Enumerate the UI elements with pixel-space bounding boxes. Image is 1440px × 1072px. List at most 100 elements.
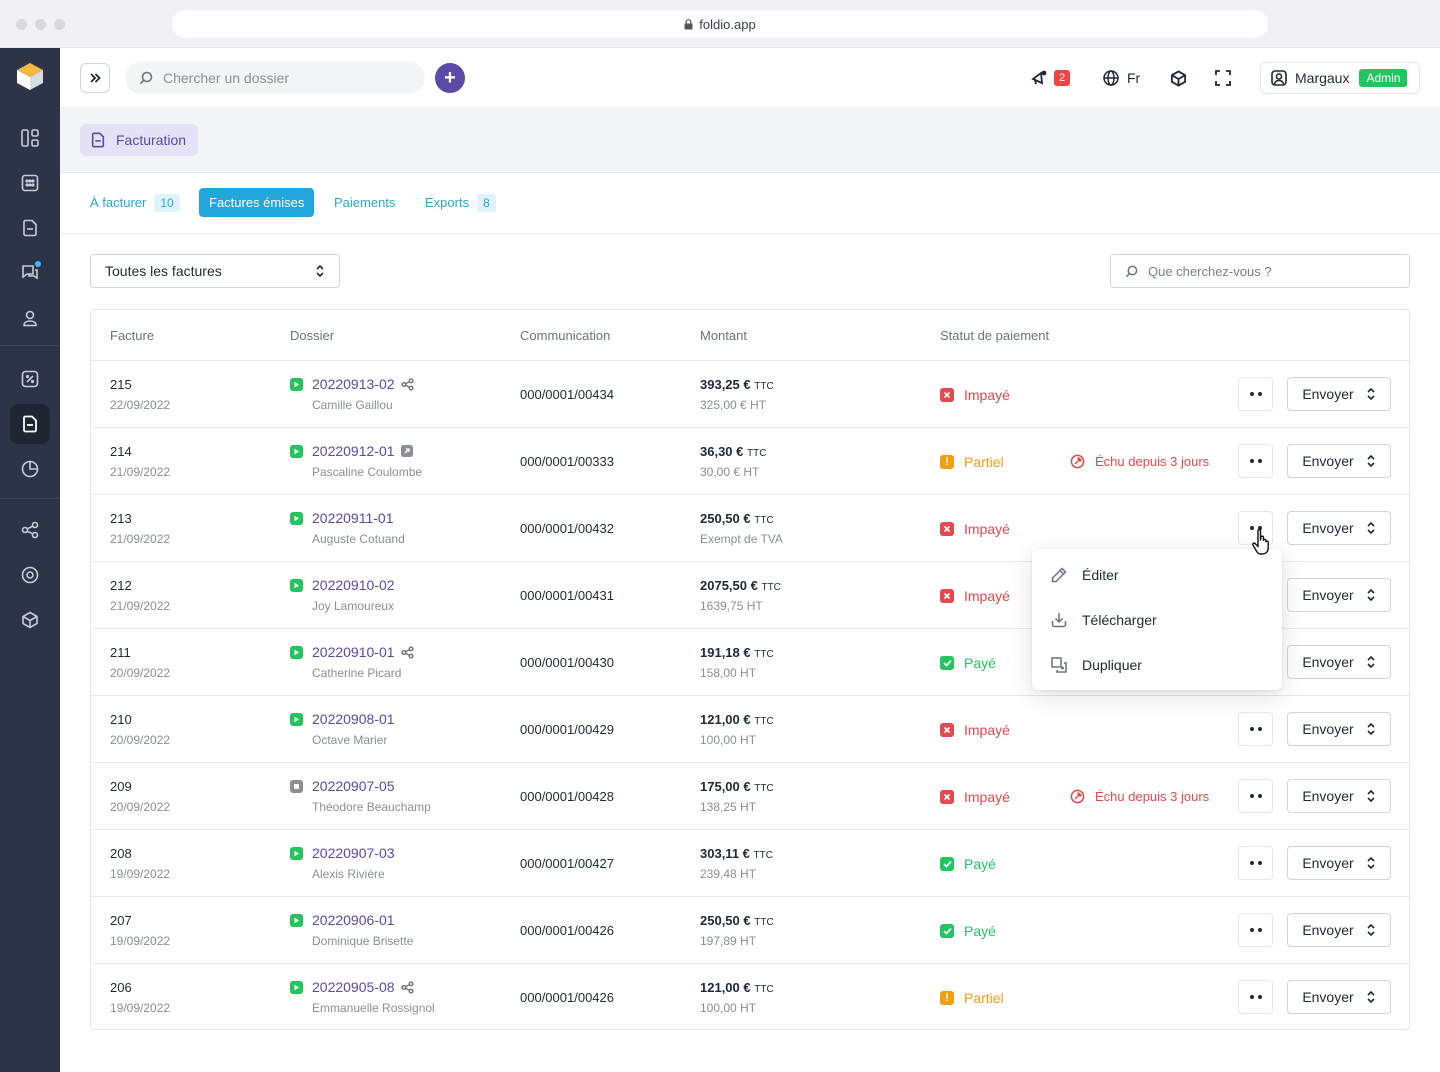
- notifications-button[interactable]: 2: [1030, 48, 1071, 108]
- dossier-link[interactable]: 20220910-02: [312, 577, 395, 593]
- role-badge: Admin: [1359, 69, 1408, 87]
- table-row[interactable]: 206 19/09/2022 20220905-08 Emmanuelle Rossi…: [91, 964, 1409, 1030]
- table-row[interactable]: 207 19/09/2022 20220906-01 Dominique Briset…: [91, 897, 1409, 964]
- window-close-dot[interactable]: [16, 19, 27, 30]
- send-button[interactable]: Envoyer: [1287, 712, 1391, 746]
- table-row[interactable]: 210 20/09/2022 20220908-01 Octave Marier 000…: [91, 696, 1409, 763]
- sidebar-item-billing[interactable]: [10, 404, 50, 444]
- column-header[interactable]: Dossier: [290, 328, 335, 343]
- tab-exports[interactable]: Exports 8: [415, 188, 496, 217]
- amount-ht: 138,25 HT: [700, 800, 757, 814]
- table-row[interactable]: 215 22/09/2022 20220913-02 Camille Gaillou 0…: [91, 361, 1409, 428]
- more-actions-button[interactable]: [1238, 712, 1273, 746]
- language-switch[interactable]: Fr: [1103, 48, 1140, 108]
- app-logo[interactable]: [14, 60, 46, 92]
- dossier-link[interactable]: 20220913-02: [312, 376, 414, 392]
- invoice-search-input[interactable]: [1148, 263, 1388, 279]
- invoice-filter-select[interactable]: Toutes les factures: [90, 254, 340, 288]
- send-button[interactable]: Envoyer: [1287, 779, 1391, 813]
- dossier-link[interactable]: 20220906-01: [312, 912, 395, 928]
- add-button[interactable]: +: [435, 63, 465, 93]
- send-button[interactable]: Envoyer: [1287, 444, 1391, 478]
- dossier-link[interactable]: 20220905-08: [312, 979, 414, 995]
- amount-unit: TTC: [754, 381, 774, 392]
- dot-icon: [1257, 794, 1262, 798]
- sidebar-item-modules[interactable]: [10, 600, 50, 640]
- folder-search-input[interactable]: [163, 70, 403, 86]
- client-name: Camille Gaillou: [312, 398, 393, 412]
- dossier-link[interactable]: 20220907-03: [312, 845, 395, 861]
- send-button[interactable]: Envoyer: [1287, 913, 1391, 947]
- more-actions-button[interactable]: [1238, 511, 1273, 545]
- more-actions-button[interactable]: [1238, 444, 1273, 478]
- more-actions-button[interactable]: [1238, 913, 1273, 947]
- sidebar-item-settings[interactable]: [10, 555, 50, 595]
- invoice-number: 209: [110, 779, 132, 794]
- breadcrumb[interactable]: Facturation: [80, 124, 199, 156]
- fullscreen-button[interactable]: [1215, 48, 1231, 108]
- send-button[interactable]: Envoyer: [1287, 511, 1391, 545]
- chevron-up-down-icon: [1367, 923, 1375, 937]
- client-name: Alexis Rivière: [312, 867, 385, 881]
- column-header[interactable]: Facture: [110, 328, 155, 343]
- send-button[interactable]: Envoyer: [1287, 846, 1391, 880]
- sidebar-item-messages[interactable]: [10, 253, 50, 293]
- menu-item-duplicate[interactable]: Dupliquer: [1050, 653, 1142, 677]
- dossier-link[interactable]: 20220907-05: [312, 778, 395, 794]
- invoice-number: 207: [110, 913, 132, 928]
- sidebar-item-documents[interactable]: [10, 208, 50, 248]
- dossier-link[interactable]: 20220912-01: [312, 443, 413, 459]
- table-row[interactable]: 212 21/09/2022 20220910-02 Joy Lamoureux 000…: [91, 562, 1409, 629]
- send-button[interactable]: Envoyer: [1287, 645, 1391, 679]
- tab-payments[interactable]: Paiements: [324, 188, 405, 217]
- dot-icon: [1257, 727, 1262, 731]
- status-label: Impayé: [964, 722, 1010, 738]
- invoice-icon: [23, 415, 37, 433]
- table-row[interactable]: 213 21/09/2022 20220911-01 Auguste Cotuand 0…: [91, 495, 1409, 562]
- amount-unit: TTC: [754, 783, 774, 794]
- dossier-number: 20220907-05: [312, 778, 395, 794]
- table-row[interactable]: 209 20/09/2022 20220907-05 Théodore Beaucha…: [91, 763, 1409, 830]
- chevron-up-down-icon: [1367, 588, 1375, 602]
- window-maximize-dot[interactable]: [54, 19, 65, 30]
- send-button[interactable]: Envoyer: [1287, 578, 1391, 612]
- sidebar-item-calendar[interactable]: [10, 163, 50, 203]
- modules-button[interactable]: [1170, 48, 1187, 108]
- tab-issued-invoices[interactable]: Factures émises: [199, 188, 315, 217]
- invoice-search[interactable]: [1110, 254, 1410, 288]
- amount-ttc: 2075,50 € TTC: [700, 578, 781, 593]
- address-bar[interactable]: foldio.app: [172, 10, 1268, 38]
- dossier-link[interactable]: 20220908-01: [312, 711, 395, 727]
- table-row[interactable]: 208 19/09/2022 20220907-03 Alexis Rivière 00…: [91, 830, 1409, 897]
- sidebar-item-dashboard[interactable]: [10, 118, 50, 158]
- user-menu[interactable]: Margaux Admin: [1260, 62, 1420, 94]
- sidebar-item-share[interactable]: [10, 510, 50, 550]
- column-header[interactable]: Montant: [700, 328, 747, 343]
- more-actions-button[interactable]: [1238, 980, 1273, 1014]
- chevron-up-down-icon: [316, 264, 324, 278]
- dossier-link[interactable]: 20220911-01: [312, 510, 393, 526]
- column-header[interactable]: Statut de paiement: [940, 328, 1050, 343]
- column-header[interactable]: Communication: [520, 328, 611, 343]
- sidebar-item-contacts[interactable]: [10, 298, 50, 338]
- send-button[interactable]: Envoyer: [1287, 980, 1391, 1014]
- window-minimize-dot[interactable]: [35, 19, 46, 30]
- percent-icon: [21, 370, 39, 388]
- tab-to-invoice[interactable]: À facturer 10: [80, 188, 180, 217]
- dossier-link[interactable]: 20220910-01: [312, 644, 414, 660]
- menu-item-edit[interactable]: Éditer: [1050, 563, 1119, 587]
- folder-search[interactable]: [125, 62, 425, 94]
- menu-item-download[interactable]: Télécharger: [1050, 608, 1157, 632]
- table-row[interactable]: 214 21/09/2022 20220912-01 Pascaline Coulom…: [91, 428, 1409, 495]
- more-actions-button[interactable]: [1238, 377, 1273, 411]
- sidebar-item-rates[interactable]: [10, 359, 50, 399]
- payment-status: Payé: [940, 923, 996, 939]
- expand-sidebar-button[interactable]: [80, 63, 110, 93]
- send-button[interactable]: Envoyer: [1287, 377, 1391, 411]
- invoice-date: 22/09/2022: [110, 398, 171, 412]
- sidebar-item-stats[interactable]: [10, 449, 50, 489]
- more-actions-button[interactable]: [1238, 779, 1273, 813]
- dossier-number: 20220908-01: [312, 711, 395, 727]
- dot-icon: [1249, 727, 1254, 731]
- more-actions-button[interactable]: [1238, 846, 1273, 880]
